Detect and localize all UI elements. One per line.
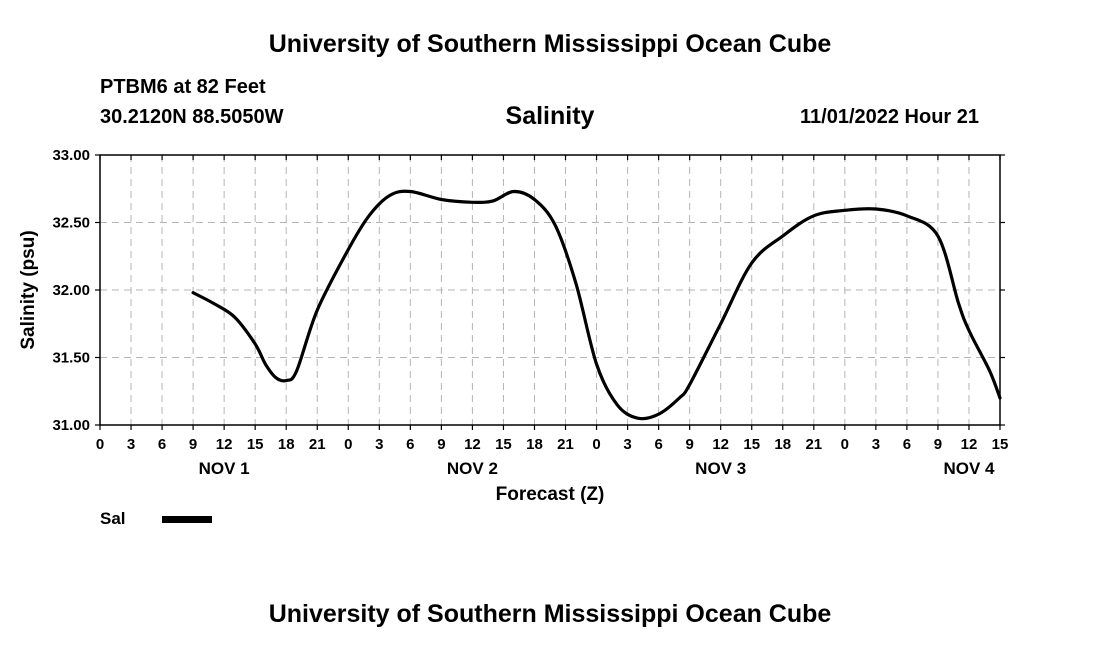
data-point [637, 417, 639, 419]
y-axis-label: Salinity (psu) [18, 230, 39, 349]
data-point [658, 413, 660, 415]
data-point [254, 343, 256, 345]
x-tick-label: 3 [623, 436, 631, 453]
x-tick-label: 9 [685, 436, 693, 453]
timestamp-label: 11/01/2022 Hour 21 [800, 106, 980, 128]
x-tick-label: 18 [774, 436, 791, 453]
data-point [616, 404, 618, 406]
data-point [513, 190, 515, 193]
data-point [347, 248, 349, 251]
y-tick-label: 31.50 [52, 350, 90, 367]
x-tick-label: 0 [841, 436, 849, 453]
x-tick-label: 15 [743, 436, 760, 453]
y-tick-label: 32.50 [52, 215, 90, 232]
data-point [595, 363, 598, 365]
x-tick-label: 9 [189, 436, 197, 453]
x-tick-label: 9 [437, 436, 445, 453]
data-point [875, 208, 877, 210]
y-axis-ticks: 31.00 31.50 32.00 32.50 33.00 [52, 147, 1005, 434]
x-tick-label: 18 [278, 436, 295, 453]
legend-label: Sal [100, 509, 126, 528]
series-line-sal [191, 189, 1002, 421]
series-layer [191, 189, 1002, 421]
data-point [389, 194, 391, 197]
x-tick-label: 12 [216, 436, 233, 453]
chart-grid [100, 155, 1000, 425]
x-axis-label: Forecast (Z) [496, 484, 605, 505]
data-point [295, 370, 298, 372]
x-tick-label: 12 [712, 436, 729, 453]
x-tick-label: 21 [309, 436, 326, 453]
salinity-chart: 0 3 6 9 12 15 18 21 0 3 6 9 12 15 18 21 0 3 6 9 12 15 18 21 0 3 6 9… [18, 147, 1009, 505]
x-tick-label: 0 [96, 436, 104, 453]
station-label: PTBM6 at 82 Feet [100, 76, 266, 98]
legend-swatch [162, 516, 212, 523]
x-tick-label: 15 [992, 436, 1009, 453]
data-point [720, 323, 722, 325]
data-point [937, 235, 939, 237]
data-point [275, 377, 277, 379]
data-point [409, 190, 411, 193]
plot-frame [99, 154, 1001, 426]
x-tick-label: 3 [375, 436, 383, 453]
data-point [844, 209, 846, 211]
x-tick-label: 6 [654, 436, 662, 453]
data-point [751, 262, 753, 264]
data-point [533, 198, 536, 201]
variable-title: Salinity [505, 102, 595, 130]
data-point [689, 383, 691, 386]
x-tick-label: 0 [592, 436, 600, 453]
day-label: NOV 4 [943, 459, 995, 478]
data-point [213, 302, 215, 305]
data-point [575, 282, 577, 284]
y-tick-label: 31.00 [52, 417, 90, 434]
x-tick-label: 6 [158, 436, 166, 453]
x-tick-label: 21 [557, 436, 574, 453]
data-point [285, 379, 287, 382]
x-tick-label: 6 [406, 436, 414, 453]
x-tick-label: 15 [247, 436, 264, 453]
data-point [192, 292, 194, 294]
data-point [264, 363, 267, 365]
x-tick-label: 9 [934, 436, 942, 453]
page-title-bottom: University of Southern Mississippi Ocean… [268, 600, 832, 628]
data-point [233, 316, 236, 318]
data-point [554, 224, 556, 226]
day-label: NOV 1 [199, 459, 250, 478]
data-point [782, 235, 784, 237]
data-point [968, 329, 970, 332]
y-tick-label: 33.00 [52, 147, 90, 164]
x-tick-label: 21 [805, 436, 822, 453]
data-point [492, 200, 494, 202]
data-point [316, 309, 318, 311]
day-label: NOV 3 [695, 459, 746, 478]
x-tick-label: 12 [961, 436, 978, 453]
data-point [989, 370, 991, 372]
page-title-top: University of Southern Mississippi Ocean… [268, 30, 832, 58]
day-label: NOV 2 [447, 459, 498, 478]
data-point [906, 215, 908, 217]
data-point [440, 198, 442, 201]
x-tick-label: 12 [464, 436, 481, 453]
data-point [368, 215, 370, 217]
x-axis-ticks: 0 3 6 9 12 15 18 21 0 3 6 9 12 15 18 21 0 3 6 9 12 15 18 21 0 3 6 9… [96, 155, 1009, 478]
x-tick-label: 3 [872, 436, 880, 453]
x-tick-label: 18 [526, 436, 543, 453]
x-tick-label: 3 [127, 436, 135, 453]
data-point [813, 215, 815, 217]
data-point [958, 302, 960, 305]
x-tick-label: 0 [344, 436, 352, 453]
x-tick-label: 15 [495, 436, 512, 453]
x-tick-label: 6 [903, 436, 911, 453]
data-point [471, 201, 474, 203]
data-point [678, 397, 680, 399]
y-tick-label: 32.00 [52, 282, 90, 299]
coordinates-label: 30.2120N 88.5050W [100, 106, 284, 128]
